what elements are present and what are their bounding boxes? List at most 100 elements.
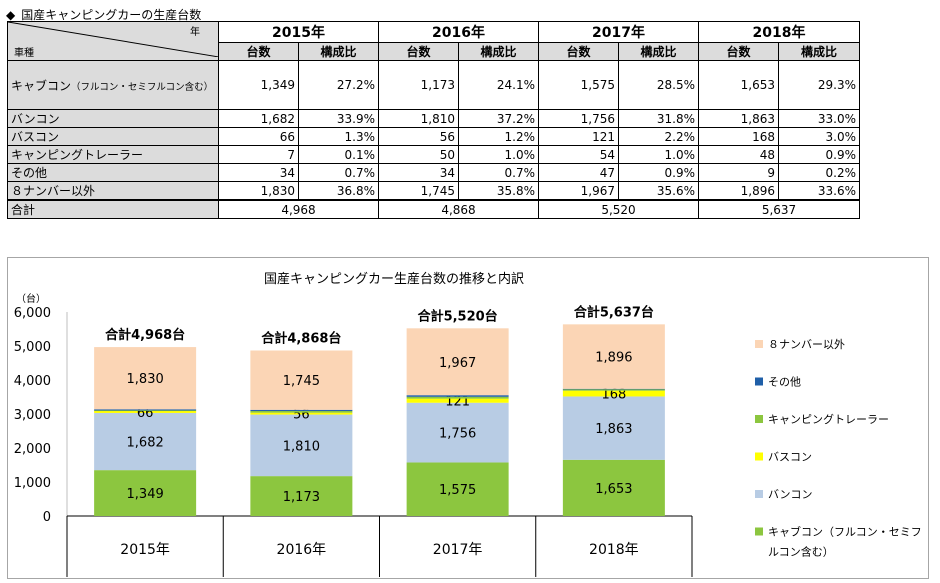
bar-segment — [250, 410, 353, 413]
table-cell: 1.3% — [298, 127, 379, 146]
share-header: 構成比 — [298, 42, 379, 61]
segment-value-label: 1,967 — [439, 356, 476, 371]
y-tick-label: 6,000 — [14, 306, 51, 321]
x-category-label: 2016年 — [277, 542, 327, 558]
bar-segment — [94, 410, 197, 413]
table-cell: 0.7% — [458, 163, 539, 182]
page-heading: ◆ 国産キャンピングカーの生産台数 — [6, 6, 201, 23]
table-cell: 1.2% — [458, 127, 539, 146]
table-cell: 35.6% — [618, 181, 699, 201]
table-cell: 1,682 — [218, 109, 299, 128]
segment-value-label: 1,173 — [283, 490, 320, 505]
bar-segment — [250, 412, 353, 415]
table-cell: 1,967 — [538, 181, 619, 201]
y-tick-label: 0 — [43, 510, 51, 525]
table-cell: 1.0% — [458, 145, 539, 164]
table-cell: 1,863 — [698, 109, 779, 128]
legend-label: キャンピングトレーラー — [768, 412, 889, 426]
table-cell: 0.1% — [298, 145, 379, 164]
corner-type-label: 車種 — [14, 48, 34, 59]
legend-label: バスコン — [768, 451, 812, 464]
table-row: キャンピングトレーラー 7 0.1% 50 1.0% 54 1.0% 48 0.… — [7, 145, 860, 164]
bar-segment — [250, 350, 353, 410]
legend-label: キャブコン（フルコン・セミフ — [768, 525, 922, 539]
table-cell: 0.2% — [778, 163, 860, 182]
table-cell: 35.8% — [458, 181, 539, 201]
table-cell: 1,349 — [218, 60, 299, 110]
bar-segment — [94, 470, 197, 516]
bar-segment — [562, 324, 665, 389]
row-label-note: （フルコン・セミフルコン含む） — [71, 81, 214, 93]
count-header: 台数 — [698, 42, 779, 61]
count-header: 台数 — [218, 42, 299, 61]
segment-value-label: 1,810 — [283, 439, 320, 454]
table-cell: 33.0% — [778, 109, 860, 128]
table-cell: 1.0% — [618, 145, 699, 164]
bar-segment — [562, 388, 665, 390]
legend-label: バンコン — [768, 488, 813, 501]
bar-segment — [406, 398, 509, 403]
y-tick-label: 3,000 — [14, 408, 51, 423]
legend-label: その他 — [768, 376, 801, 389]
segment-value-label: 1,349 — [127, 487, 164, 502]
segment-value-label: 1,682 — [127, 436, 164, 451]
segment-value-label: 1,575 — [439, 483, 476, 498]
segment-value-label: 1,756 — [439, 427, 476, 442]
table-cell: 0.9% — [778, 145, 860, 164]
share-header: 構成比 — [618, 42, 699, 61]
table-cell: 36.8% — [298, 181, 379, 201]
table-total-row: 合計 4,968 4,868 5,520 5,637 — [7, 199, 860, 219]
segment-value-label: 1,896 — [595, 351, 632, 366]
legend-swatch — [755, 452, 763, 461]
table-cell: 29.3% — [778, 60, 860, 110]
bar-total-label: 合計4,868台 — [261, 330, 341, 346]
table-cell: 47 — [538, 163, 619, 182]
segment-value-label: 1,830 — [127, 372, 164, 387]
bar-total-label: 合計5,637台 — [574, 304, 654, 320]
bar-segment — [562, 459, 665, 516]
table-cell: 50 — [378, 145, 459, 164]
bar-segment — [406, 402, 509, 463]
segment-value-label: 168 — [601, 388, 626, 403]
legend-swatch — [755, 490, 763, 498]
row-label-text: キャブコン — [11, 78, 72, 93]
y-tick-label: 2,000 — [14, 442, 51, 457]
row-label: バンコン — [7, 109, 219, 128]
row-label: キャンピングトレーラー — [7, 145, 219, 164]
table-cell: 1,756 — [538, 109, 619, 128]
table-cell: 168 — [698, 127, 779, 146]
table-cell: 1,575 — [538, 60, 619, 110]
row-label: ８ナンバー以外 — [7, 181, 219, 201]
row-label: キャブコン（フルコン・セミフルコン含む） — [7, 60, 219, 110]
chart-title: 国産キャンピングカー生産台数の推移と内訳 — [264, 271, 524, 287]
legend-label: ８ナンバー以外 — [768, 338, 845, 351]
y-tick-label: 4,000 — [14, 374, 51, 389]
count-header: 台数 — [538, 42, 619, 61]
table-cell: 33.6% — [778, 181, 860, 201]
legend-swatch — [755, 377, 763, 386]
year-header: 2018年 — [698, 21, 860, 43]
table-cell: 1,830 — [218, 181, 299, 201]
segment-value-label: 1,745 — [283, 374, 320, 389]
bar-segment — [406, 328, 509, 396]
table-cell: 2.2% — [618, 127, 699, 146]
table-cell: 28.5% — [618, 60, 699, 110]
total-label: 合計 — [7, 199, 219, 219]
row-label: バスコン — [7, 127, 219, 146]
table-cell: 7 — [218, 145, 299, 164]
total-cell: 5,520 — [538, 199, 699, 219]
table-row: バスコン 66 1.3% 56 1.2% 121 2.2% 168 3.0% — [7, 127, 860, 146]
x-category-label: 2015年 — [120, 542, 170, 558]
table-cell: 1,810 — [378, 109, 459, 128]
share-header: 構成比 — [778, 42, 860, 61]
share-header: 構成比 — [458, 42, 539, 61]
legend-swatch — [755, 527, 763, 536]
bar-segment — [250, 409, 353, 411]
year-header: 2015年 — [218, 21, 379, 43]
table-cell: 1,173 — [378, 60, 459, 110]
table-cell: 34 — [378, 163, 459, 182]
bar-segment — [562, 390, 665, 397]
table-cell: 37.2% — [458, 109, 539, 128]
total-cell: 5,637 — [698, 199, 860, 219]
y-tick-label: 5,000 — [14, 340, 51, 355]
